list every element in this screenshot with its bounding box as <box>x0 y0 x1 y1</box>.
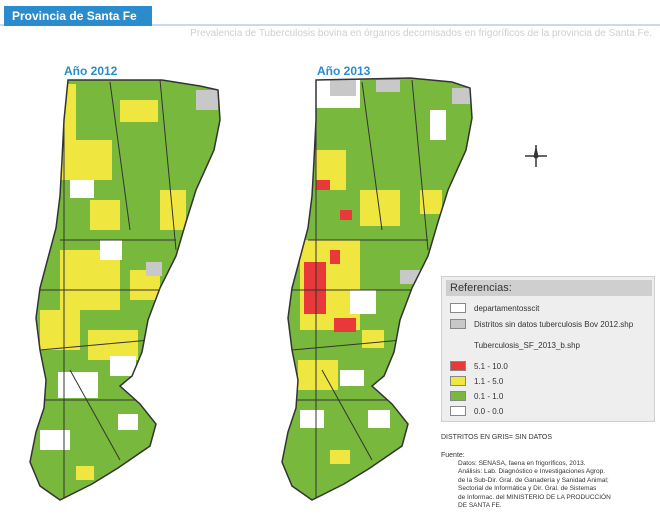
compass-icon <box>525 145 547 167</box>
legend-class-label: 5.1 - 10.0 <box>474 361 508 371</box>
fuente-label: Fuente: <box>441 452 465 459</box>
legend-item-label: Distritos sin datos tuberculosis Bov 201… <box>474 319 634 329</box>
map-subtitle: Prevalencia de Tuberculosis bovina en ór… <box>190 28 652 39</box>
map-label-2013: Año 2013 <box>317 64 371 78</box>
legend-title: Referencias: <box>446 280 652 296</box>
legend-item-departamentos: departamentosscit <box>450 303 539 313</box>
legend-swatch <box>450 319 466 329</box>
fuente-line: Sectorial de Informática y Dir. Gral. de… <box>458 485 597 493</box>
legend-item-sin-datos: Distritos sin datos tuberculosis Bov 201… <box>450 319 633 329</box>
legend-swatch <box>450 391 466 401</box>
fuente-text: Datos: SENASA, faena en frigoríficos, 20… <box>458 460 638 510</box>
gris-note: DISTRITOS EN GRIS= SIN DATOS <box>441 434 553 441</box>
legend-item-label: departamentosscit <box>474 303 540 313</box>
legend-layer-label: Tuberculosis_SF_2013_b.shp <box>474 341 580 350</box>
legend-class-2: 1.1 - 5.0 <box>450 376 503 386</box>
fuente-line: DE SANTA FE. <box>458 502 502 510</box>
legend-class-label: 1.1 - 5.0 <box>474 376 504 386</box>
legend-swatch <box>450 376 466 386</box>
legend-class-1: 5.1 - 10.0 <box>450 361 508 371</box>
legend-class-label: 0.1 - 1.0 <box>474 391 504 401</box>
map-2013-outline <box>281 77 473 501</box>
map-label-2012: Año 2012 <box>64 64 118 78</box>
page-title: Provincia de Santa Fe <box>4 6 152 26</box>
legend-swatch <box>450 303 466 313</box>
legend-class-3: 0.1 - 1.0 <box>450 391 503 401</box>
fuente-line: de la Sub-Dir. Gral. de Ganadería y Sani… <box>458 476 609 484</box>
map-2012 <box>30 80 220 500</box>
fuente-line: Datos: SENASA, faena en frigoríficos, 20… <box>458 460 586 467</box>
legend-swatch <box>450 361 466 371</box>
fuente-line: Análisis: Lab. Diagnóstico e Investigaci… <box>458 468 606 476</box>
legend-class-4: 0.0 - 0.0 <box>450 406 503 416</box>
fuente-line: de Informac. del MINISTERIO DE LA PRODUC… <box>458 493 611 501</box>
header-rule <box>0 24 660 26</box>
legend-class-label: 0.0 - 0.0 <box>474 406 504 416</box>
map-2012-outline <box>29 79 221 501</box>
legend-swatch <box>450 406 466 416</box>
legend-layer-text: Tuberculosis_SF_2013_b.shp <box>474 341 580 350</box>
legend-box: Referencias: departamentosscit Distritos… <box>441 276 655 422</box>
